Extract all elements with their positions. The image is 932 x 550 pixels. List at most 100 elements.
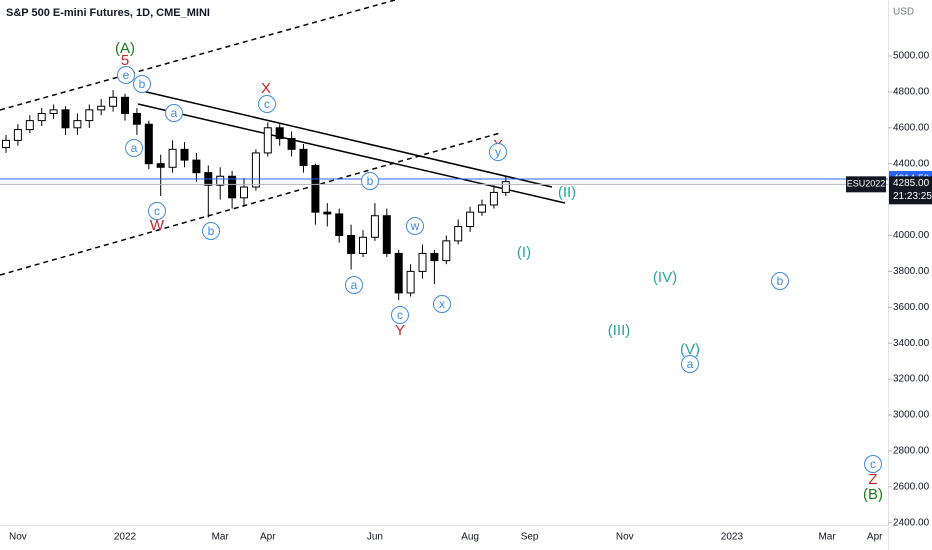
wave-circle (771, 272, 789, 290)
wave-label: b (367, 174, 374, 188)
wave-label: (II) (558, 184, 576, 201)
x-tick-label: Nov (616, 532, 634, 543)
candle-body (240, 186, 248, 199)
wave-circle (361, 172, 379, 190)
y-tick-label: 2400.00 (893, 517, 930, 528)
wave-circle (202, 222, 220, 240)
wave-label: X (261, 80, 271, 97)
wave-label: e (123, 68, 130, 82)
candle-body (73, 120, 82, 129)
candle-body (180, 148, 189, 161)
wave-label: (IV) (653, 269, 677, 286)
wave-label: a (687, 357, 694, 371)
wave-label: x (439, 297, 445, 311)
wave-label: y (495, 145, 501, 159)
wave-circle (133, 75, 151, 93)
candle-body (156, 163, 165, 168)
candle-body (418, 252, 427, 272)
wave-circle (864, 455, 882, 473)
x-tick-label: Apr (260, 532, 276, 543)
x-tick-label: Mar (212, 532, 230, 543)
y-tick-label: 3000.00 (893, 410, 930, 421)
wave-circle (406, 217, 424, 235)
y-tick-label: 2800.00 (893, 446, 930, 457)
wave-circle (345, 276, 363, 294)
candle-body (132, 112, 141, 125)
y-tick-label: 3400.00 (893, 338, 930, 349)
wave-circle (681, 355, 699, 373)
candle-body (442, 240, 451, 262)
candle-body (299, 148, 308, 166)
candle-body (13, 129, 22, 141)
candle-body (430, 252, 439, 262)
wave-label: Y (395, 322, 405, 339)
candle-body (394, 252, 403, 294)
candle-body (216, 175, 225, 186)
wave-circle (165, 104, 183, 122)
x-tick-label: 2022 (114, 532, 137, 543)
currency-label: USD (893, 7, 914, 18)
x-tick-label: Nov (9, 532, 27, 543)
y-tick-label: 3800.00 (893, 266, 930, 277)
symbol-tag: ESU2022 (847, 179, 886, 189)
candle-body (311, 164, 320, 213)
wave-label: (B) (863, 486, 883, 503)
y-tick-label: 3200.00 (893, 374, 930, 385)
last-price-label: 4285.00 (893, 178, 930, 189)
wave-label: (V) (680, 341, 700, 358)
candle-body (168, 148, 177, 168)
symbol-tag-box (846, 176, 886, 193)
wave-circle (489, 143, 507, 161)
candle-body (287, 138, 296, 150)
wave-label: c (264, 97, 270, 111)
wave-circle (148, 202, 166, 220)
wave-label: a (171, 106, 178, 120)
candle-body (37, 112, 46, 122)
trend-line (137, 89, 553, 188)
candle-body (406, 270, 415, 294)
x-tick-label: Aug (461, 532, 479, 543)
wave-label: Z (868, 471, 877, 488)
candle-body (25, 120, 34, 131)
y-tick-label: 4600.00 (893, 122, 930, 133)
wave-label: (A) (115, 40, 135, 57)
candle-body (359, 236, 367, 254)
chart-title: S&P 500 E-mini Futures, 1D, CME_MINI (6, 7, 210, 19)
x-tick-label: 2023 (721, 532, 744, 543)
wave-label: a (351, 278, 358, 292)
candle-body (263, 127, 272, 154)
candle-body (335, 213, 344, 236)
wave-label: W (150, 217, 165, 234)
wave-label: (III) (608, 322, 631, 339)
wave-label: c (397, 308, 403, 322)
wave-label: b (208, 224, 215, 238)
candle-body (478, 204, 486, 213)
x-tick-label: Sep (521, 532, 539, 543)
candle-body (347, 234, 356, 254)
candle-body (109, 96, 118, 107)
y-tick-label: 2600.00 (893, 481, 930, 492)
wave-label: a (131, 141, 138, 155)
candle-body (121, 96, 129, 114)
wave-circle (117, 66, 135, 84)
y-tick-label: 3600.00 (893, 302, 930, 313)
candle-body (275, 127, 284, 140)
y-tick-label: 4400.00 (893, 158, 930, 169)
y-tick-label: 5000.00 (893, 51, 930, 62)
candle-body (489, 191, 498, 206)
wave-circle (391, 306, 409, 324)
candle-body (323, 211, 332, 215)
countdown: 21:23:25 (893, 191, 932, 202)
wave-label: c (870, 457, 876, 471)
wave-label: b (777, 274, 784, 288)
candle-body (251, 152, 260, 188)
x-tick-label: Apr (867, 532, 883, 543)
candle-body (501, 181, 510, 193)
wave-label: 5 (121, 52, 129, 69)
candle-body (61, 109, 70, 129)
candle-body (466, 211, 475, 228)
candle-body (370, 215, 379, 238)
wave-label: (I) (517, 244, 531, 261)
wave-label: c (154, 204, 160, 218)
candle-body (454, 226, 463, 242)
